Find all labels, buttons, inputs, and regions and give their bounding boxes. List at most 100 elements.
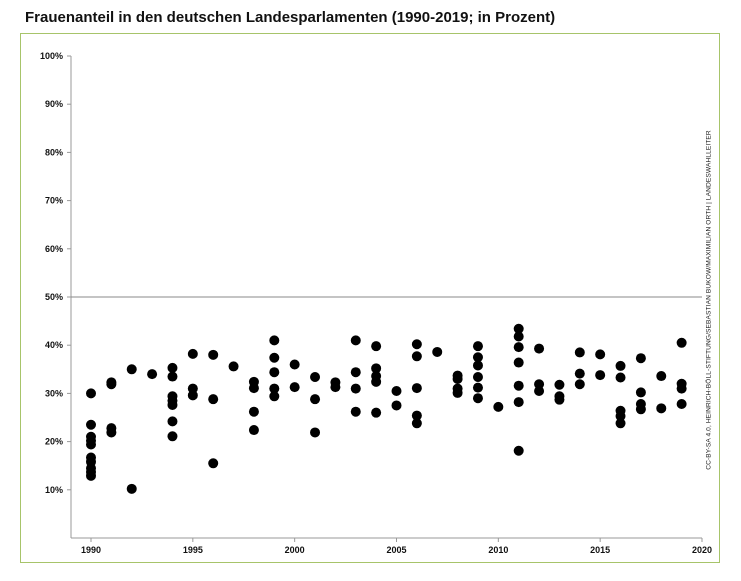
x-tick-label: 2000 bbox=[285, 545, 305, 555]
y-tick-label: 100% bbox=[40, 51, 63, 61]
data-point bbox=[534, 385, 545, 396]
data-point bbox=[411, 339, 422, 350]
data-point bbox=[289, 359, 300, 370]
data-point bbox=[411, 383, 422, 394]
data-point bbox=[86, 419, 96, 430]
data-point bbox=[86, 470, 96, 481]
data-point bbox=[126, 483, 137, 494]
data-point bbox=[595, 349, 606, 360]
data-point bbox=[208, 458, 219, 469]
data-point bbox=[269, 335, 280, 346]
data-point bbox=[167, 362, 178, 373]
data-point bbox=[289, 382, 300, 393]
data-point bbox=[330, 382, 341, 393]
data-point bbox=[167, 431, 178, 442]
data-point bbox=[350, 335, 361, 346]
data-point bbox=[513, 342, 524, 353]
y-tick-label: 30% bbox=[45, 388, 63, 398]
data-point bbox=[391, 385, 402, 396]
data-point bbox=[248, 425, 259, 436]
data-point bbox=[187, 390, 198, 401]
data-point bbox=[350, 383, 361, 394]
y-tick-label: 80% bbox=[45, 147, 63, 157]
data-point bbox=[350, 367, 361, 378]
data-point bbox=[472, 360, 483, 371]
data-point bbox=[86, 439, 96, 450]
data-point bbox=[635, 404, 646, 415]
data-point bbox=[208, 394, 219, 405]
y-tick-label: 90% bbox=[45, 99, 63, 109]
data-point bbox=[187, 348, 198, 359]
data-point bbox=[432, 346, 443, 357]
data-point bbox=[371, 407, 382, 418]
y-tick-label: 10% bbox=[45, 485, 63, 495]
chart-frame bbox=[20, 33, 720, 563]
data-point bbox=[248, 383, 259, 394]
data-point bbox=[472, 341, 483, 352]
data-point bbox=[411, 418, 422, 429]
source-credit: CC-BY-SA 4.0, HEINRICH-BÖLL-STIFTUNG/SEB… bbox=[705, 130, 713, 470]
data-point bbox=[574, 379, 585, 390]
data-point bbox=[513, 357, 524, 368]
data-point bbox=[554, 379, 565, 390]
x-tick-label: 1995 bbox=[183, 545, 203, 555]
data-point bbox=[635, 353, 646, 364]
data-point bbox=[513, 331, 524, 342]
data-point bbox=[615, 418, 626, 429]
data-point bbox=[513, 380, 524, 391]
data-point bbox=[676, 337, 687, 348]
data-point bbox=[615, 360, 626, 371]
y-tick-label: 20% bbox=[45, 437, 63, 447]
data-point bbox=[534, 343, 545, 354]
data-point bbox=[86, 388, 96, 399]
data-point bbox=[472, 393, 483, 404]
data-point bbox=[371, 376, 382, 387]
data-point bbox=[676, 383, 687, 394]
data-point bbox=[452, 387, 463, 398]
data-point bbox=[452, 373, 463, 384]
x-tick-label: 2005 bbox=[386, 545, 406, 555]
data-point bbox=[228, 361, 239, 372]
x-tick-label: 2010 bbox=[488, 545, 508, 555]
data-point bbox=[574, 347, 585, 358]
data-point bbox=[167, 371, 178, 382]
data-point bbox=[167, 416, 178, 427]
y-tick-label: 40% bbox=[45, 340, 63, 350]
y-tick-label: 60% bbox=[45, 244, 63, 254]
data-point bbox=[513, 397, 524, 408]
data-point bbox=[269, 352, 280, 363]
data-point bbox=[371, 363, 382, 374]
data-point bbox=[513, 445, 524, 456]
data-point bbox=[574, 368, 585, 379]
data-point bbox=[554, 394, 565, 405]
data-point bbox=[676, 399, 687, 410]
data-point bbox=[615, 411, 626, 422]
y-tick-label: 70% bbox=[45, 196, 63, 206]
data-point bbox=[513, 323, 524, 334]
data-point bbox=[167, 399, 178, 410]
data-point bbox=[147, 369, 158, 380]
data-point bbox=[493, 401, 504, 412]
data-point bbox=[472, 382, 483, 393]
data-point bbox=[106, 379, 117, 390]
data-point bbox=[126, 364, 137, 375]
data-point bbox=[310, 394, 321, 405]
data-point bbox=[208, 349, 219, 360]
data-point bbox=[269, 383, 280, 394]
data-point bbox=[595, 370, 606, 381]
x-tick-label: 2020 bbox=[692, 545, 712, 555]
data-point bbox=[391, 400, 402, 411]
data-point bbox=[635, 387, 646, 398]
chart-title: Frauenanteil in den deutschen Landesparl… bbox=[25, 9, 556, 26]
data-point bbox=[350, 406, 361, 417]
x-tick-label: 1990 bbox=[81, 545, 101, 555]
data-point bbox=[656, 371, 667, 382]
data-point bbox=[371, 341, 382, 352]
x-tick-label: 2015 bbox=[590, 545, 610, 555]
y-tick-label: 50% bbox=[45, 292, 63, 302]
data-point bbox=[472, 352, 483, 363]
data-point bbox=[269, 367, 280, 378]
data-point bbox=[269, 391, 280, 402]
data-point bbox=[472, 372, 483, 383]
